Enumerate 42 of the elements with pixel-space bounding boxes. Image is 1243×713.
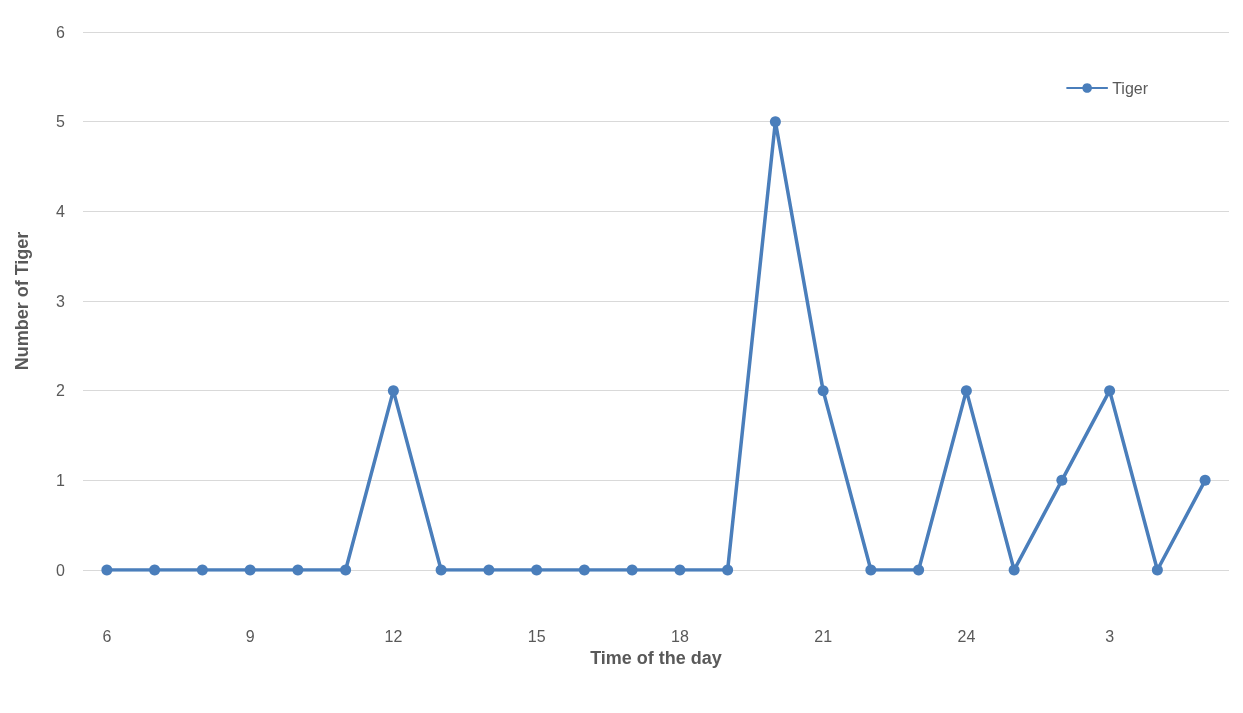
y-tick-label: 4 (56, 202, 66, 220)
point (769, 116, 781, 128)
legend-label: Tiger (1112, 79, 1149, 97)
y-tick-label: 2 (56, 382, 66, 400)
y-tick-label: 5 (56, 113, 66, 131)
x-tick-label: 6 (102, 627, 112, 645)
x-tick-label: 18 (670, 627, 689, 645)
x-tick-label: 15 (527, 627, 546, 645)
point (340, 564, 352, 576)
y-tick-label: 0 (56, 561, 66, 579)
point (196, 564, 208, 576)
point (817, 385, 829, 397)
point (1008, 564, 1020, 576)
point (913, 564, 925, 576)
point (435, 564, 447, 576)
point (101, 564, 113, 576)
point (1199, 474, 1211, 486)
y-tick-label: 3 (56, 292, 66, 310)
x-tick-label: 24 (957, 627, 976, 645)
x-axis-title: Time of the day (590, 647, 722, 668)
x-tick-label: 21 (814, 627, 833, 645)
point (244, 564, 256, 576)
point (292, 564, 304, 576)
point (960, 385, 972, 397)
point (483, 564, 495, 576)
y-tick-label: 1 (56, 471, 66, 489)
y-tick-label: 6 (56, 23, 66, 41)
point (531, 564, 543, 576)
point (1151, 564, 1163, 576)
point (149, 564, 161, 576)
point (1104, 385, 1116, 397)
point (1056, 474, 1068, 486)
point (722, 564, 734, 576)
point (578, 564, 590, 576)
x-tick-label: 12 (384, 627, 403, 645)
y-axis-title: Number of Tiger (12, 231, 32, 371)
point (387, 385, 399, 397)
x-tick-label: 3 (1105, 627, 1115, 645)
point (674, 564, 686, 576)
point (626, 564, 638, 576)
point (865, 564, 877, 576)
x-tick-label: 9 (245, 627, 255, 645)
